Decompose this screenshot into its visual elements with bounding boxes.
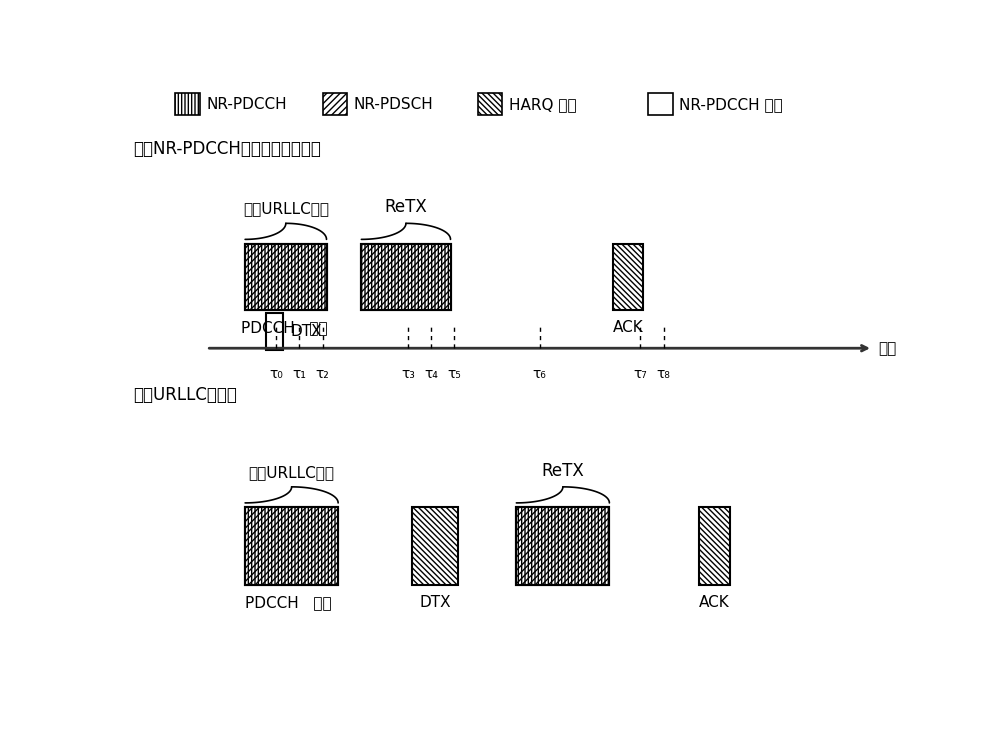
Bar xyxy=(266,312,283,350)
Text: HARQ 反馈: HARQ 反馈 xyxy=(509,97,576,112)
Text: 时间: 时间 xyxy=(878,341,897,356)
Bar xyxy=(478,93,502,115)
Text: DTX: DTX xyxy=(291,324,322,339)
Text: τ₁: τ₁ xyxy=(292,367,306,380)
Text: NR-PDCCH: NR-PDCCH xyxy=(206,97,287,112)
Text: NR-PDSCH: NR-PDSCH xyxy=(354,97,433,112)
Text: NR-PDCCH 反馈: NR-PDCCH 反馈 xyxy=(679,97,783,112)
Text: τ₀: τ₀ xyxy=(269,367,283,380)
Text: PDCCH   失败: PDCCH 失败 xyxy=(245,595,332,610)
Text: τ₂: τ₂ xyxy=(316,367,330,380)
Bar xyxy=(245,507,338,585)
Text: DTX: DTX xyxy=(419,595,451,610)
Text: ACK: ACK xyxy=(613,320,643,335)
Text: 第一URLLC传输: 第一URLLC传输 xyxy=(243,202,329,217)
Text: τ₆: τ₆ xyxy=(533,367,546,380)
Text: PDCCH   失败: PDCCH 失败 xyxy=(241,320,328,335)
Text: 基线URLLC时间线: 基线URLLC时间线 xyxy=(133,386,237,404)
Text: 具有NR-PDCCH反馈信令的时间线: 具有NR-PDCCH反馈信令的时间线 xyxy=(133,140,321,158)
Text: ReTX: ReTX xyxy=(385,199,427,217)
Text: τ₈: τ₈ xyxy=(657,367,671,380)
Bar xyxy=(175,93,200,115)
Text: τ₄: τ₄ xyxy=(424,367,438,380)
Bar xyxy=(323,93,347,115)
Bar xyxy=(648,93,673,115)
Text: τ₃: τ₃ xyxy=(401,367,415,380)
Bar xyxy=(245,244,326,310)
Text: ReTX: ReTX xyxy=(542,462,584,480)
Bar xyxy=(516,507,609,585)
Bar xyxy=(613,244,643,310)
Bar xyxy=(516,507,609,585)
Text: τ₅: τ₅ xyxy=(448,367,461,380)
Text: ACK: ACK xyxy=(699,595,729,610)
Bar xyxy=(245,507,338,585)
Bar xyxy=(412,507,458,585)
Text: 第一URLLC传输: 第一URLLC传输 xyxy=(249,465,335,480)
Bar xyxy=(361,244,450,310)
Bar xyxy=(361,244,450,310)
Bar xyxy=(245,244,326,310)
Bar xyxy=(698,507,730,585)
Text: τ₇: τ₇ xyxy=(633,367,647,380)
